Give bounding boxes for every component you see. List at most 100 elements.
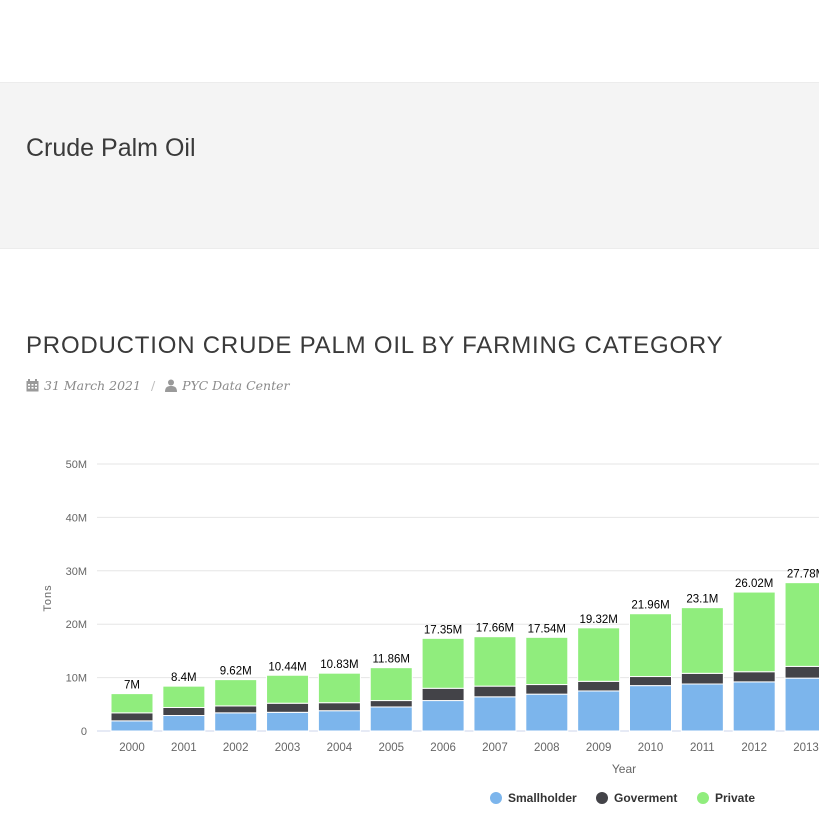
bar-private-2007[interactable] xyxy=(473,636,517,687)
x-tick-label-2008: 2008 xyxy=(534,742,560,754)
bar-smallholder-2009[interactable] xyxy=(577,690,621,732)
calendar-icon xyxy=(26,378,39,391)
legend-marker xyxy=(596,792,608,804)
bar-private-2009[interactable] xyxy=(577,627,621,682)
bar-private-2004[interactable] xyxy=(317,672,361,704)
legend-marker xyxy=(490,792,502,804)
bar-smallholder-2004[interactable] xyxy=(317,710,361,732)
bar-goverment-2006[interactable] xyxy=(421,687,465,702)
x-tick-label-2001: 2001 xyxy=(171,742,197,754)
stacked-bar-chart: 0 10M 20M 30M 40M 50M Tons 7M 8.4M 9.62M 10.44M 1… xyxy=(42,459,819,805)
x-tick-label-2007: 2007 xyxy=(482,742,508,754)
user-icon xyxy=(165,379,178,392)
y-tick-label: 10M xyxy=(66,673,87,685)
bar-private-2010[interactable] xyxy=(629,613,672,678)
legend-marker xyxy=(697,792,709,804)
bar-goverment-2004[interactable] xyxy=(317,702,361,712)
bar-goverment-2009[interactable] xyxy=(577,680,621,692)
bar-goverment-2008[interactable] xyxy=(525,684,569,695)
total-label-2011: 23.1M xyxy=(686,594,718,606)
article-meta: 31 March 2021 / PYC Data Center xyxy=(26,376,289,394)
x-tick-label-2012: 2012 xyxy=(741,742,767,754)
bar-goverment-2012[interactable] xyxy=(732,671,776,683)
x-tick-label-2009: 2009 xyxy=(586,742,612,754)
legend-item-smallholder[interactable]: Smallholder xyxy=(490,791,577,805)
bar-smallholder-2002[interactable] xyxy=(214,712,258,732)
article-title: PRODUCTION CRUDE PALM OIL BY FARMING CAT… xyxy=(26,332,724,359)
total-label-2012: 26.02M xyxy=(735,578,773,590)
bar-goverment-2007[interactable] xyxy=(473,685,517,698)
bar-private-2012[interactable] xyxy=(732,591,776,673)
bar-smallholder-2013[interactable] xyxy=(784,677,819,732)
bar-smallholder-2012[interactable] xyxy=(732,681,776,732)
bar-goverment-2010[interactable] xyxy=(629,676,672,687)
x-tick-label-2013: 2013 xyxy=(793,742,819,754)
x-tick-label-2000: 2000 xyxy=(119,742,145,754)
total-label-2010: 21.96M xyxy=(631,600,669,612)
bar-smallholder-2011[interactable] xyxy=(680,683,724,732)
bar-smallholder-2008[interactable] xyxy=(525,693,569,732)
total-label-2003: 10.44M xyxy=(268,661,306,673)
y-tick-label: 40M xyxy=(66,512,87,524)
bar-goverment-2011[interactable] xyxy=(680,672,724,685)
bars xyxy=(110,582,819,732)
y-axis-ticks: 0 10M 20M 30M 40M 50M xyxy=(66,459,87,738)
x-tick-label-2006: 2006 xyxy=(430,742,456,754)
total-label-2000: 7M xyxy=(124,680,140,692)
bar-private-2008[interactable] xyxy=(525,636,569,686)
bar-goverment-2013[interactable] xyxy=(784,665,819,679)
article-date: 31 March 2021 xyxy=(44,377,141,393)
bar-private-2002[interactable] xyxy=(214,679,258,707)
bar-smallholder-2001[interactable] xyxy=(162,715,206,732)
x-tick-label-2003: 2003 xyxy=(275,742,301,754)
y-tick-label: 30M xyxy=(66,566,87,578)
x-tick-label-2005: 2005 xyxy=(378,742,404,754)
x-tick-label-2011: 2011 xyxy=(690,742,715,754)
legend-label: Private xyxy=(715,791,755,805)
bar-goverment-2005[interactable] xyxy=(369,700,413,708)
y-tick-label: 50M xyxy=(66,459,87,471)
bar-smallholder-2006[interactable] xyxy=(421,700,465,732)
total-label-2008: 17.54M xyxy=(528,623,566,635)
bar-private-2003[interactable] xyxy=(266,674,310,704)
y-tick-label: 20M xyxy=(66,619,87,631)
page-title: Crude Palm Oil xyxy=(26,134,196,162)
bar-goverment-2002[interactable] xyxy=(214,705,258,714)
bar-private-2005[interactable] xyxy=(369,667,413,702)
bar-goverment-2001[interactable] xyxy=(162,707,206,717)
bar-smallholder-2003[interactable] xyxy=(266,711,310,732)
bar-private-2013[interactable] xyxy=(784,582,819,667)
total-label-2013: 27.78M xyxy=(787,569,819,581)
data-labels: 7M 8.4M 9.62M 10.44M 10.83M 11.86M 17.35M 17.66… xyxy=(124,569,819,692)
total-label-2009: 19.32M xyxy=(579,614,617,626)
bar-smallholder-2000[interactable] xyxy=(110,720,154,732)
total-label-2006: 17.35M xyxy=(424,624,462,636)
page-header-band xyxy=(0,82,819,249)
bar-private-2011[interactable] xyxy=(680,607,724,674)
x-axis-title: Year xyxy=(612,762,636,776)
bar-private-2001[interactable] xyxy=(162,685,206,709)
meta-separator: / xyxy=(150,377,156,393)
y-axis-title: Tons xyxy=(42,584,54,611)
legend-label: Goverment xyxy=(614,791,677,805)
legend-item-private[interactable]: Private xyxy=(697,791,755,805)
legend-item-goverment[interactable]: Goverment xyxy=(596,791,677,805)
total-label-2004: 10.83M xyxy=(320,659,358,671)
total-label-2002: 9.62M xyxy=(220,666,252,678)
x-axis-ticks: 2000 2001 2002 2003 2004 2005 2006 2007 2008 2009… xyxy=(119,742,819,754)
bar-goverment-2003[interactable] xyxy=(266,702,310,713)
article-author-link[interactable]: PYC Data Center xyxy=(182,377,290,393)
total-label-2007: 17.66M xyxy=(476,623,514,635)
bar-goverment-2000[interactable] xyxy=(110,712,154,722)
bar-private-2000[interactable] xyxy=(110,693,154,714)
bar-smallholder-2007[interactable] xyxy=(473,696,517,732)
x-tick-label-2004: 2004 xyxy=(327,742,353,754)
total-label-2005: 11.86M xyxy=(372,654,410,666)
y-tick-label: 0 xyxy=(81,726,87,738)
legend-label: Smallholder xyxy=(508,791,577,805)
legend: Smallholder Goverment Private xyxy=(490,791,755,805)
bar-smallholder-2005[interactable] xyxy=(369,706,413,732)
x-tick-label-2010: 2010 xyxy=(638,742,664,754)
bar-smallholder-2010[interactable] xyxy=(629,685,672,732)
bar-private-2006[interactable] xyxy=(421,637,465,689)
